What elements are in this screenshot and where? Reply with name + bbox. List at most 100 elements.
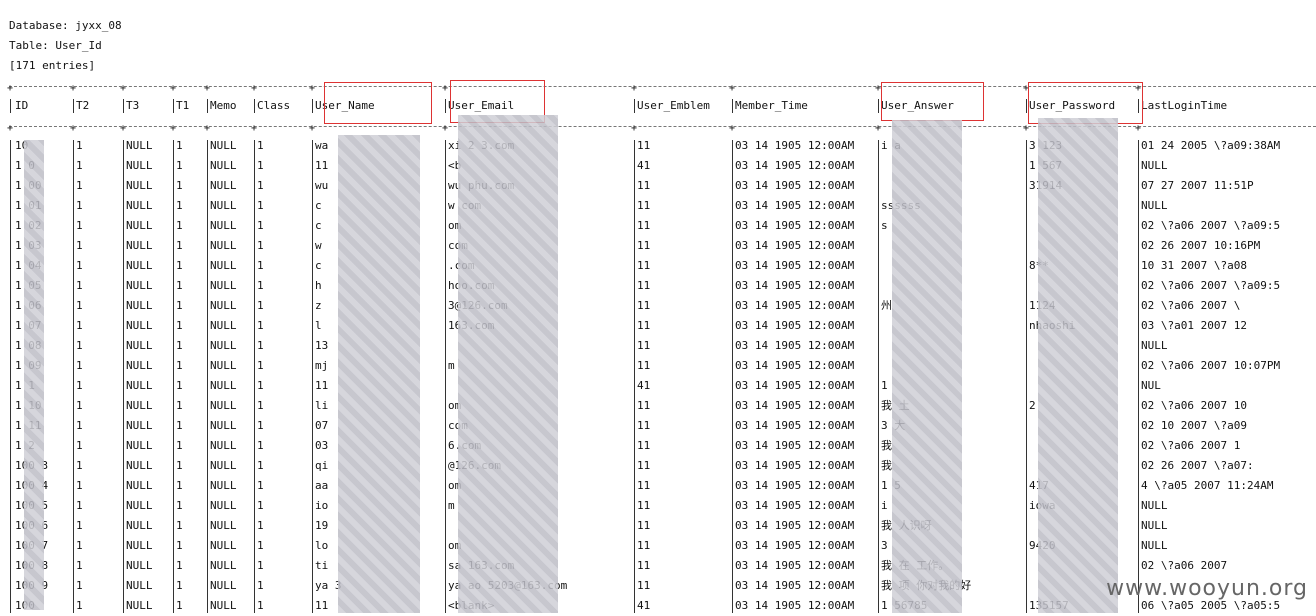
table-cell-t1: 1 — [176, 139, 183, 152]
table-cell-user-name: qi — [315, 459, 329, 472]
border-corner: + — [251, 83, 258, 94]
table-cell-t2: 1 — [76, 559, 83, 572]
table-cell-class: 1 — [257, 539, 264, 552]
column-divider — [732, 99, 733, 113]
table-cell-t1: 1 — [176, 239, 183, 252]
table-cell-t2: 1 — [76, 339, 83, 352]
column-divider — [1138, 99, 1139, 113]
table-cell-class: 1 — [257, 419, 264, 432]
table-cell-t2: 1 — [76, 419, 83, 432]
header-line: ID T2 T3 T1 Memo Class User_Name User_Email User… — [9, 96, 1316, 116]
censor-user-answer — [892, 120, 962, 613]
table-cell-user-emblem: 41 — [637, 599, 651, 612]
column-header-t1: T1 — [176, 99, 190, 112]
table-cell-member-time: 03 14 1905 12:00AM — [735, 339, 855, 352]
table-cell-member-time: 03 14 1905 12:00AM — [735, 319, 855, 332]
border-corner: + — [631, 123, 638, 134]
table-cell-t3: NULL — [126, 219, 153, 232]
table-cell-t1: 1 — [176, 199, 183, 212]
column-header-memo: Memo — [210, 99, 237, 112]
table-cell-user-answer: 我 — [881, 439, 892, 452]
table-cell-lastlogintime: 02 \?a06 2007 — [1141, 559, 1228, 572]
column-header-user-password: User_Password — [1029, 99, 1116, 112]
table-cell-t3: NULL — [126, 279, 153, 292]
table-cell-user-answer: 州 — [881, 299, 892, 312]
table-cell-t2: 1 — [76, 539, 83, 552]
table-cell-memo: NULL — [210, 379, 237, 392]
table-cell-lastlogintime: 02 \?a06 2007 1 — [1141, 439, 1241, 452]
table-cell-user-email: <b — [448, 159, 462, 172]
border-corner: + — [120, 123, 127, 134]
table-cell-user-emblem: 11 — [637, 179, 651, 192]
table-cell-user-name: io — [315, 499, 329, 512]
table-cell-t3: NULL — [126, 579, 153, 592]
table-cell-user-answer: 1 — [881, 379, 888, 392]
table-cell-lastlogintime: NULL — [1141, 519, 1168, 532]
table-cell-lastlogintime: 02 26 2007 \?a07: — [1141, 459, 1254, 472]
table-cell-user-name: c — [315, 199, 322, 212]
border-corner: + — [875, 83, 882, 94]
table-cell-user-name: wu — [315, 179, 329, 192]
column-divider — [207, 140, 208, 613]
column-header-user-answer: User_Answer — [881, 99, 954, 112]
table-cell-member-time: 03 14 1905 12:00AM — [735, 459, 855, 472]
table-cell-memo: NULL — [210, 459, 237, 472]
table-cell-memo: NULL — [210, 439, 237, 452]
table-cell-memo: NULL — [210, 579, 237, 592]
table-cell-lastlogintime: 02 10 2007 \?a09 — [1141, 419, 1247, 432]
table-cell-user-name: ti — [315, 559, 329, 572]
table-cell-memo: NULL — [210, 159, 237, 172]
table-cell-member-time: 03 14 1905 12:00AM — [735, 199, 855, 212]
table-cell-user-name: 11 — [315, 379, 329, 392]
table-cell-user-emblem: 11 — [637, 299, 651, 312]
table-cell-t3: NULL — [126, 299, 153, 312]
table-cell-t3: NULL — [126, 599, 153, 612]
table-cell-user-name: wa — [315, 139, 329, 152]
column-divider — [878, 99, 879, 113]
border-corner: + — [309, 83, 316, 94]
column-divider — [634, 99, 635, 113]
table-cell-t2: 1 — [76, 259, 83, 272]
table-cell-lastlogintime: 02 \?a06 2007 10 — [1141, 399, 1247, 412]
table-cell-member-time: 03 14 1905 12:00AM — [735, 439, 855, 452]
column-divider — [173, 140, 174, 613]
border-corner: + — [729, 123, 736, 134]
table-cell-t3: NULL — [126, 379, 153, 392]
table-cell-user-answer: 我 — [881, 459, 892, 472]
table-cell-user-answer: i — [881, 499, 888, 512]
table-cell-t1: 1 — [176, 559, 183, 572]
table-cell-class: 1 — [257, 579, 264, 592]
table-cell-t3: NULL — [126, 419, 153, 432]
table-cell-memo: NULL — [210, 599, 237, 612]
table-cell-class: 1 — [257, 219, 264, 232]
censor-user-name — [338, 135, 420, 613]
table-cell-class: 1 — [257, 479, 264, 492]
table-cell-t3: NULL — [126, 339, 153, 352]
column-divider — [173, 99, 174, 113]
border-corner: + — [251, 123, 258, 134]
table-cell-t3: NULL — [126, 179, 153, 192]
table-cell-t1: 1 — [176, 299, 183, 312]
table-cell-user-email: m — [448, 359, 455, 372]
border-corner: + — [170, 83, 177, 94]
table-cell-t2: 1 — [76, 459, 83, 472]
table-cell-user-name: 11 — [315, 599, 329, 612]
table-cell-class: 1 — [257, 559, 264, 572]
table-cell-user-email: om — [448, 479, 462, 492]
table-cell-user-emblem: 11 — [637, 259, 651, 272]
border-corner: + — [875, 123, 882, 134]
table-cell-t1: 1 — [176, 459, 183, 472]
table-cell-lastlogintime: NULL — [1141, 159, 1168, 172]
table-cell-member-time: 03 14 1905 12:00AM — [735, 379, 855, 392]
column-divider — [312, 99, 313, 113]
border-corner: + — [70, 123, 77, 134]
table-cell-memo: NULL — [210, 419, 237, 432]
